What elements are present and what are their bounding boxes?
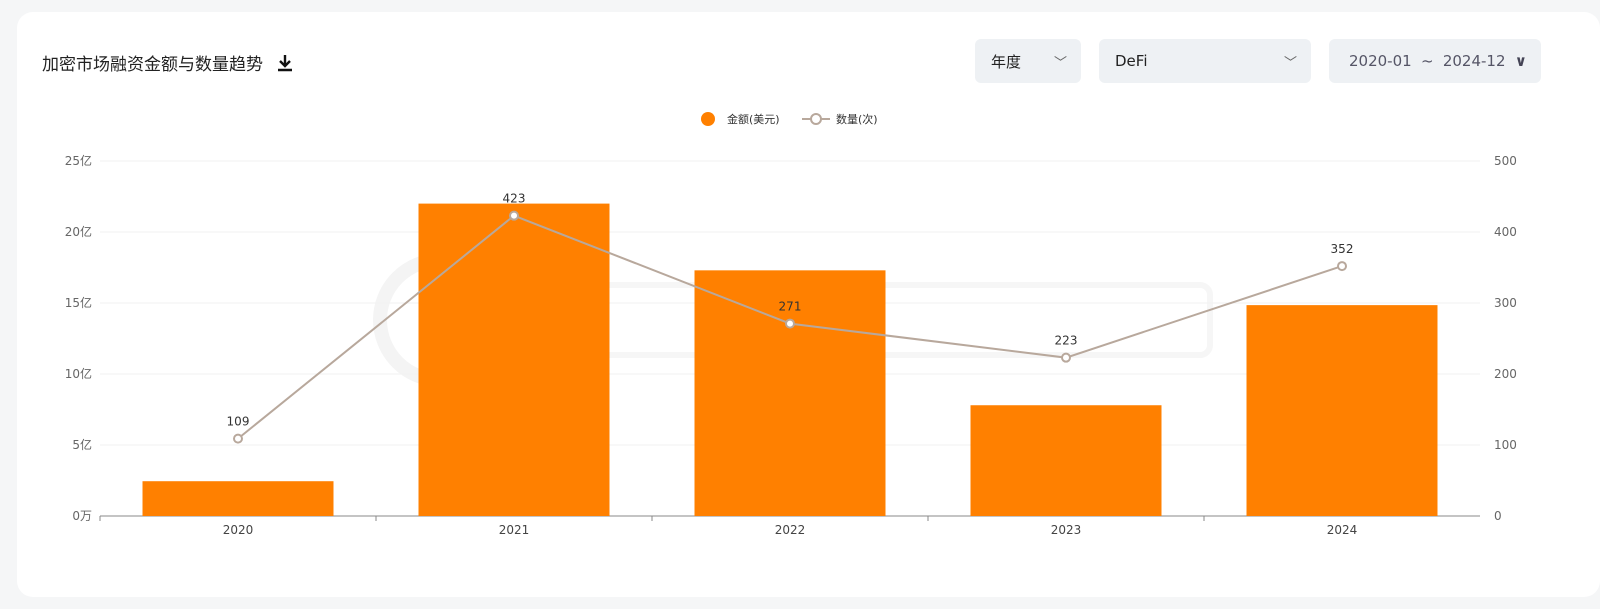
category-value: DeFi (1115, 52, 1148, 70)
chart-card (17, 12, 1600, 597)
title-text: 加密市场融资金额与数量趋势 (42, 55, 263, 75)
period-value: 年度 (991, 52, 1022, 71)
date-end[interactable]: 2024-12 (1442, 52, 1506, 70)
category-select[interactable]: DeFi ﹀ (1099, 39, 1311, 83)
chevron-down-icon: ﹀ (1053, 55, 1067, 71)
date-separator: ~ (1420, 52, 1434, 70)
date-start[interactable]: 2020-01 (1349, 52, 1412, 70)
chevron-down-icon: ﹀ (1283, 55, 1297, 71)
chevron-down-icon: ∨ (1514, 52, 1527, 70)
date-range-select[interactable]: 2020-01 ~ 2024-12 ∨ (1329, 39, 1541, 83)
download-icon[interactable] (275, 53, 295, 73)
period-select[interactable]: 年度 ﹀ (975, 39, 1081, 83)
chart-title: 加密市场融资金额与数量趋势 (42, 50, 295, 75)
